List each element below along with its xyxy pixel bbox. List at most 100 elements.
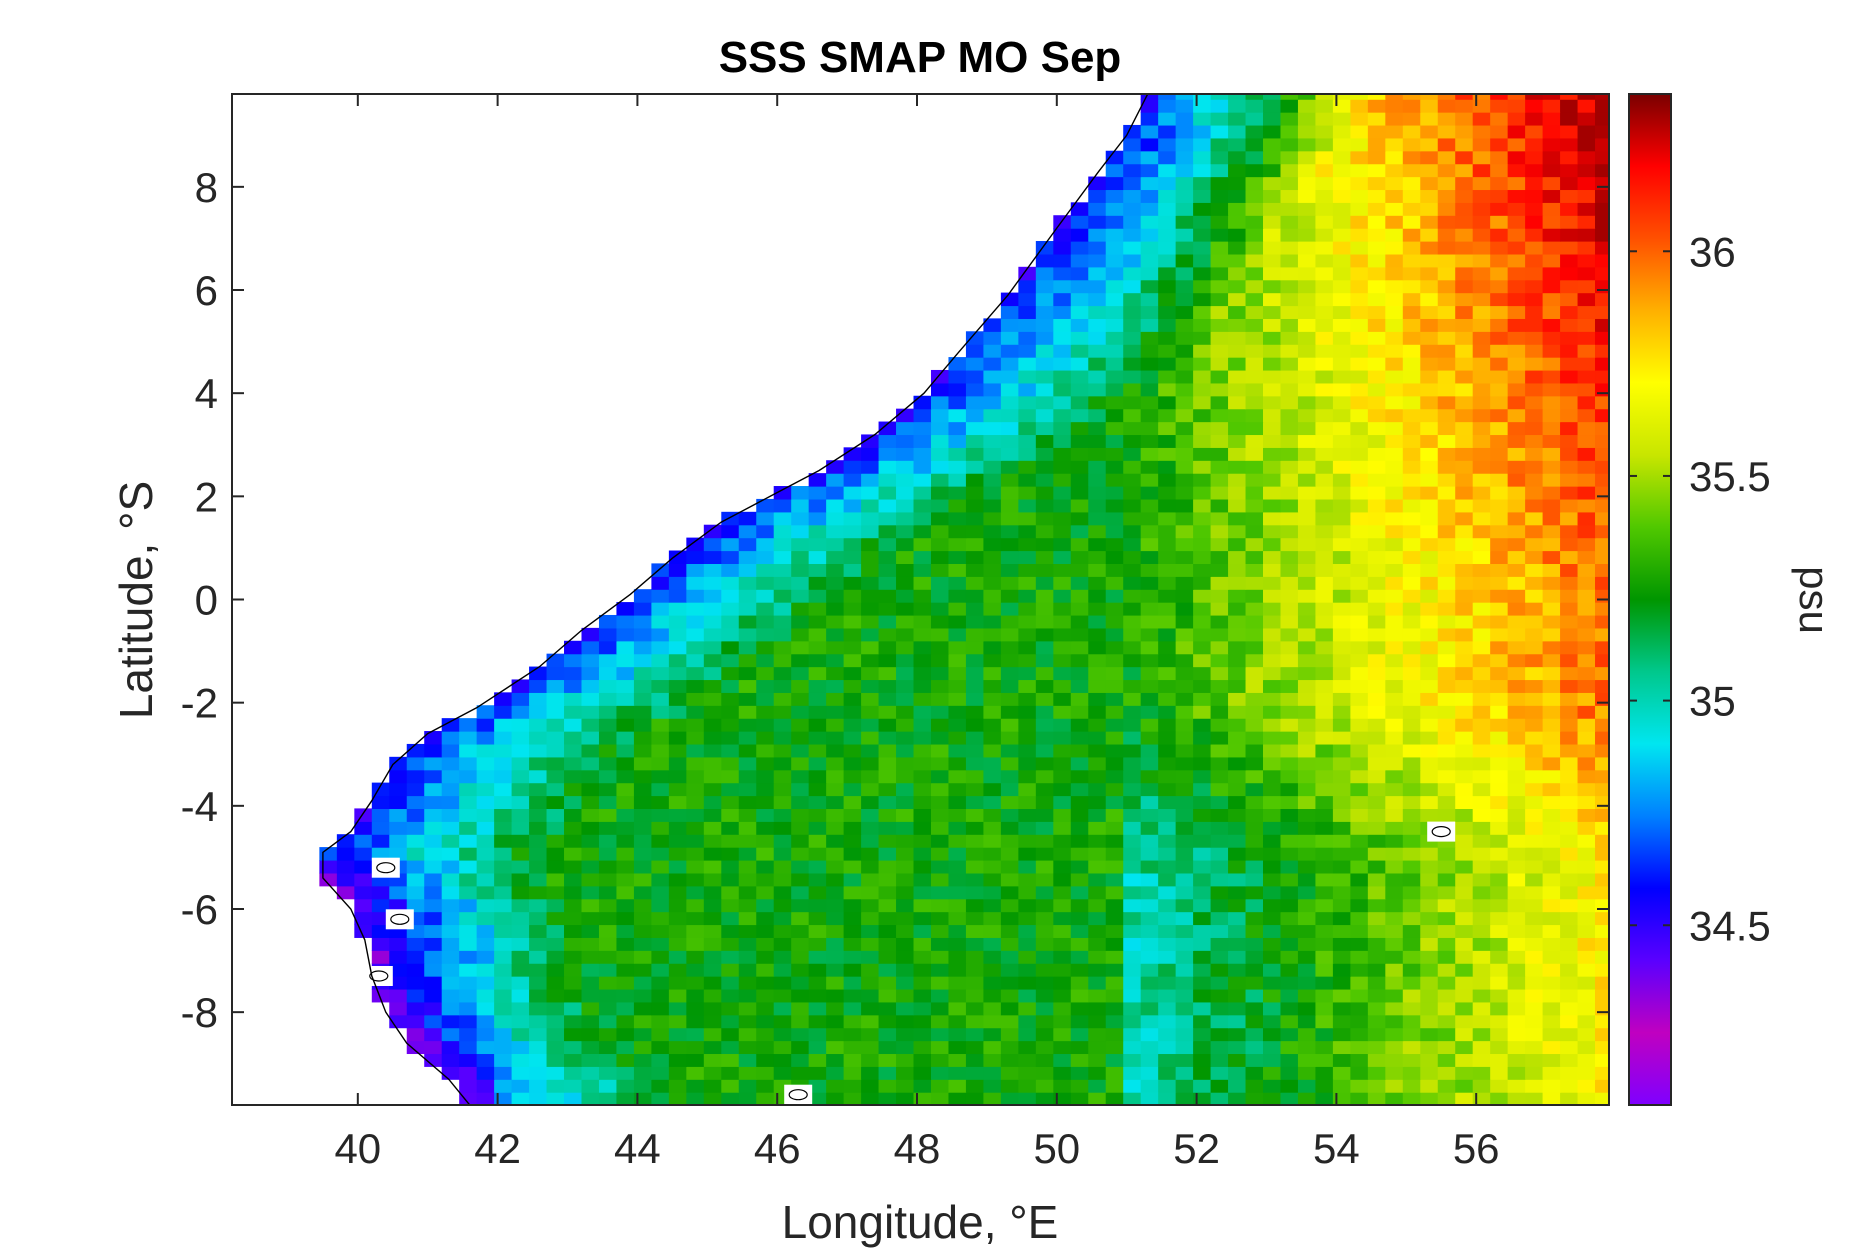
- heatmap-cell: [948, 550, 967, 564]
- heatmap-cell: [336, 834, 355, 848]
- heatmap-cell: [756, 666, 775, 681]
- heatmap-cell: [1525, 189, 1544, 203]
- heatmap-cell: [1228, 318, 1247, 332]
- heatmap-cell: [1507, 112, 1526, 126]
- heatmap-cell: [1297, 382, 1317, 397]
- heatmap-cell: [913, 1027, 932, 1042]
- heatmap-cell: [1542, 666, 1561, 681]
- y-tick-label: 4: [195, 370, 218, 417]
- y-tick-label: 6: [195, 267, 218, 314]
- heatmap-cell: [1228, 473, 1247, 487]
- heatmap-cell: [1123, 537, 1142, 552]
- heatmap-cell: [1193, 834, 1212, 848]
- heatmap-cell: [913, 576, 932, 590]
- heatmap-cell: [721, 937, 740, 951]
- heatmap-cell: [1437, 241, 1456, 255]
- land-mask: [364, 821, 1456, 1105]
- heatmap-cell: [756, 692, 775, 706]
- heatmap-cell: [1577, 795, 1596, 810]
- heatmap-cell: [1053, 447, 1072, 461]
- heatmap-cell: [1472, 718, 1491, 732]
- heatmap-cell: [738, 602, 757, 616]
- heatmap-cell: [721, 859, 740, 874]
- heatmap-cell: [686, 769, 705, 784]
- heatmap-cell: [1420, 1040, 1439, 1055]
- heatmap-cell: [703, 627, 722, 642]
- heatmap-cell: [1542, 408, 1561, 423]
- heatmap-cell: [441, 937, 460, 951]
- heatmap-cell: [1263, 627, 1282, 642]
- heatmap-cell: [1437, 253, 1456, 268]
- heatmap-cell: [1088, 1014, 1107, 1029]
- heatmap-cell: [564, 666, 583, 681]
- heatmap-cell: [791, 666, 810, 681]
- heatmap-cell: [1420, 344, 1439, 358]
- heatmap-cell: [546, 834, 565, 848]
- heatmap-cell: [1105, 1014, 1124, 1029]
- heatmap-cell: [1525, 988, 1544, 1003]
- heatmap-cell: [1175, 950, 1194, 964]
- heatmap-cell: [756, 1053, 775, 1067]
- heatmap-cell: [1525, 112, 1544, 126]
- heatmap-cell: [546, 976, 565, 990]
- heatmap-cell: [1332, 1079, 1351, 1093]
- heatmap-cell: [878, 1066, 897, 1080]
- heatmap-cell: [459, 1053, 478, 1067]
- heatmap-cell: [1350, 1001, 1369, 1016]
- heatmap-cell: [1070, 1079, 1089, 1093]
- heatmap-cell: [1437, 614, 1456, 629]
- heatmap-cell: [424, 859, 443, 874]
- heatmap-cell: [1228, 447, 1247, 461]
- heatmap-cell: [878, 1092, 897, 1105]
- heatmap-cell: [1332, 1066, 1351, 1080]
- heatmap-cell: [1315, 266, 1334, 281]
- heatmap-cell: [965, 769, 984, 784]
- heatmap-cell: [948, 498, 967, 513]
- heatmap-cell: [1158, 318, 1177, 332]
- heatmap-cell: [564, 808, 583, 822]
- heatmap-cell: [1420, 718, 1439, 732]
- heatmap-cell: [1350, 228, 1369, 242]
- heatmap-cell: [1245, 988, 1264, 1003]
- heatmap-cell: [1315, 150, 1334, 165]
- heatmap-cell: [1210, 653, 1229, 668]
- heatmap-cell: [1350, 834, 1369, 848]
- heatmap-cell: [1490, 976, 1509, 990]
- heatmap-cell: [756, 511, 775, 526]
- heatmap-cell: [581, 950, 600, 964]
- heatmap-cell: [1280, 821, 1299, 835]
- heatmap-cell: [1385, 228, 1404, 242]
- heatmap-cell: [913, 898, 932, 913]
- heatmap-cell: [913, 627, 932, 642]
- heatmap-cell: [1577, 524, 1596, 539]
- heatmap-cell: [1280, 614, 1299, 629]
- heatmap-cell: [1560, 859, 1579, 874]
- heatmap-cell: [668, 1092, 687, 1105]
- heatmap-cell: [1088, 1053, 1107, 1067]
- x-tick-label: 50: [1033, 1125, 1080, 1172]
- heatmap-cell: [721, 988, 740, 1003]
- heatmap-cell: [1210, 395, 1229, 410]
- heatmap-cell: [1402, 369, 1421, 384]
- heatmap-cell: [1560, 653, 1579, 668]
- heatmap-cell: [494, 898, 513, 913]
- heatmap-cell: [826, 563, 845, 577]
- heatmap-cell: [1367, 292, 1386, 307]
- heatmap-cell: [1140, 94, 1159, 100]
- heatmap-cell: [913, 692, 932, 706]
- heatmap-cell: [1525, 421, 1544, 436]
- heatmap-cell: [494, 1079, 513, 1093]
- heatmap-cell: [1472, 756, 1491, 771]
- heatmap-cell: [1350, 950, 1369, 964]
- heatmap-cell: [773, 924, 792, 938]
- heatmap-cell: [1140, 253, 1159, 268]
- heatmap-cell: [1070, 821, 1089, 835]
- heatmap-cell: [773, 640, 792, 655]
- heatmap-cell: [1315, 627, 1334, 642]
- heatmap-cell: [1105, 176, 1124, 191]
- heatmap-cell: [808, 640, 827, 655]
- heatmap-cell: [791, 743, 810, 758]
- heatmap-cell: [1210, 150, 1229, 165]
- heatmap-cell: [1437, 808, 1456, 822]
- heatmap-cell: [1245, 1014, 1264, 1029]
